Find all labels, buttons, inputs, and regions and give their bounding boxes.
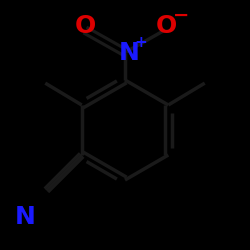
Text: N: N — [14, 206, 36, 230]
Text: O: O — [74, 14, 96, 38]
Text: O: O — [156, 14, 177, 38]
Text: N: N — [118, 40, 139, 64]
Text: +: + — [135, 35, 147, 50]
Text: −: − — [172, 6, 189, 25]
